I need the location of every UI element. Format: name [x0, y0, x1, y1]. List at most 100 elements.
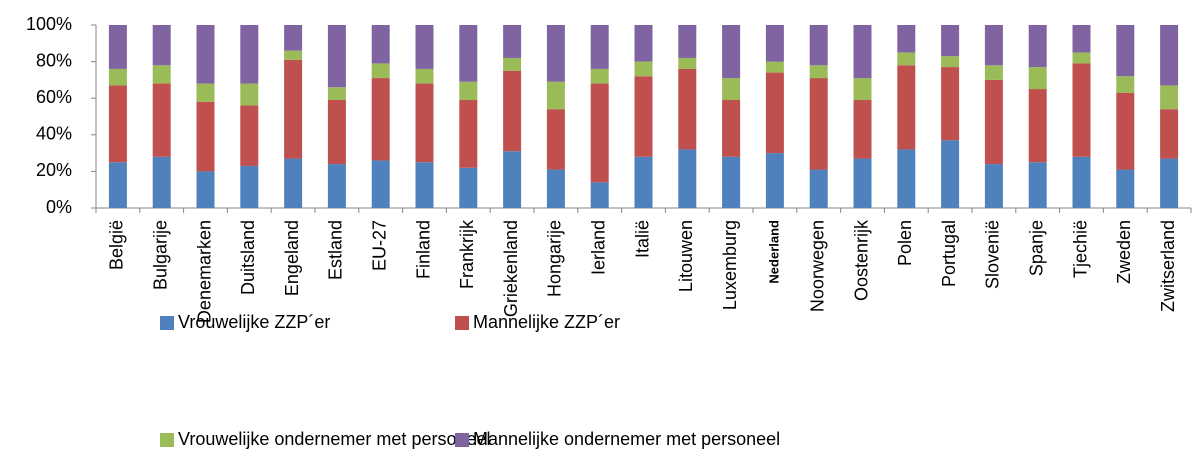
- x-tick-label: Zweden: [1114, 220, 1134, 284]
- bar-segment: [809, 169, 828, 208]
- bar-segment: [590, 25, 609, 69]
- bar-segment: [1028, 25, 1047, 68]
- bar-segment: [415, 68, 434, 84]
- bar-segment: [984, 79, 1003, 165]
- bar-segment: [722, 78, 741, 101]
- bar-segment: [1028, 89, 1047, 163]
- y-tick-label: 80%: [36, 50, 72, 70]
- bar-segment: [240, 83, 259, 106]
- bar-segment: [503, 70, 522, 152]
- y-tick-label: 60%: [36, 87, 72, 107]
- bar-segment: [809, 78, 828, 170]
- y-tick-label: 40%: [36, 124, 72, 144]
- bar-segment: [809, 65, 828, 79]
- bar-segment: [1160, 85, 1179, 110]
- bar-segment: [327, 87, 346, 101]
- bar-segment: [1028, 162, 1047, 208]
- bar-segment: [722, 100, 741, 157]
- bar-segment: [327, 25, 346, 88]
- bar-segment: [722, 25, 741, 79]
- bar-segment: [634, 76, 653, 157]
- bar-segment: [809, 25, 828, 66]
- x-tick-label: Engeland: [282, 220, 302, 296]
- bar-segment: [941, 67, 960, 141]
- bar-segment: [503, 151, 522, 208]
- bar-segment: [196, 171, 215, 208]
- bar-segment: [984, 164, 1003, 208]
- bar-segment: [196, 25, 215, 84]
- x-tick-label: Nederland: [766, 220, 781, 284]
- bar-segment: [108, 25, 127, 69]
- bar-segment: [590, 182, 609, 208]
- bar-segment: [984, 65, 1003, 80]
- bar-segment: [765, 72, 784, 154]
- bar-segment: [196, 101, 215, 172]
- bar-segment: [546, 81, 565, 110]
- bar-segment: [108, 85, 127, 163]
- x-tick-label: Slovenië: [983, 220, 1003, 289]
- bar-segment: [415, 83, 434, 163]
- x-tick-label: Denemarken: [194, 220, 214, 323]
- bar-segment: [371, 160, 390, 208]
- x-tick-label: EU-27: [369, 220, 389, 271]
- bar-segment: [1116, 25, 1135, 77]
- bar-segment: [459, 81, 478, 101]
- x-tick-label: Frankrijk: [457, 219, 477, 289]
- legend-label: Mannelijke ondernemer met personeel: [473, 429, 780, 449]
- bar-segment: [590, 68, 609, 84]
- bar-segment: [941, 56, 960, 68]
- legend-label: Vrouwelijke ondernemer met personeel: [178, 429, 491, 449]
- x-tick-label: Luxemburg: [720, 220, 740, 310]
- bar-segment: [152, 65, 171, 84]
- bar-segment: [152, 83, 171, 157]
- x-tick-label: Duitsland: [238, 220, 258, 295]
- bar-segment: [853, 78, 872, 101]
- bar-segment: [1072, 63, 1091, 157]
- bar-segment: [240, 165, 259, 208]
- legend-swatch: [160, 316, 174, 330]
- bar-segment: [678, 149, 697, 208]
- x-tick-label: Bulgarije: [150, 220, 170, 290]
- bar-segment: [284, 59, 303, 159]
- bar-segment: [415, 162, 434, 208]
- bar-segment: [327, 164, 346, 208]
- x-tick-label: Litouwen: [676, 220, 696, 292]
- x-tick-label: België: [107, 220, 127, 270]
- bar-segment: [634, 25, 653, 62]
- bar-segment: [765, 25, 784, 62]
- bar-segment: [1116, 169, 1135, 208]
- x-tick-label: Polen: [895, 220, 915, 266]
- bar-segment: [634, 61, 653, 77]
- bar-segment: [503, 25, 522, 58]
- bar-segment: [853, 158, 872, 208]
- x-tick-label: Spanje: [1026, 220, 1046, 276]
- bar-segment: [897, 25, 916, 53]
- bar-segment: [240, 25, 259, 84]
- y-tick-label: 20%: [36, 160, 72, 180]
- bar-segment: [1116, 92, 1135, 170]
- x-tick-label: Italië: [632, 220, 652, 258]
- bar-segment: [1028, 67, 1047, 90]
- bar-segment: [765, 61, 784, 73]
- bar-segment: [459, 100, 478, 168]
- legend-swatch: [455, 433, 469, 447]
- bar-segment: [1072, 156, 1091, 208]
- bar-segment: [546, 169, 565, 208]
- y-tick-label: 0%: [46, 197, 72, 217]
- x-tick-label: Tjechië: [1070, 220, 1090, 278]
- bar-segment: [371, 78, 390, 161]
- legend-label: Vrouwelijke ZZP´er: [178, 312, 330, 332]
- legend-swatch: [455, 316, 469, 330]
- bar-segment: [108, 68, 127, 86]
- bar-segment: [284, 50, 303, 60]
- x-tick-label: Ierland: [588, 220, 608, 275]
- x-tick-label: Finland: [413, 220, 433, 279]
- bar-segment: [1160, 109, 1179, 159]
- bar-segment: [108, 162, 127, 208]
- bar-segment: [415, 25, 434, 69]
- bar-segment: [984, 25, 1003, 66]
- x-tick-label: Griekenland: [501, 220, 521, 317]
- x-tick-label: Oostenrijk: [851, 219, 871, 301]
- bar-segment: [371, 25, 390, 64]
